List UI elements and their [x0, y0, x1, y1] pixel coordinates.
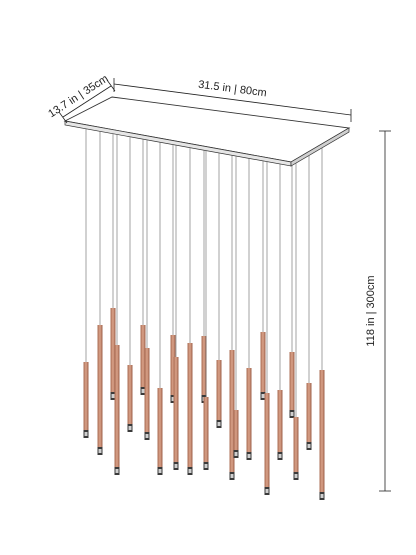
tube: [127, 365, 133, 424]
tube: [157, 388, 163, 467]
tube-tip-glow: [307, 444, 311, 448]
pendants: [83, 128, 325, 500]
tube: [97, 325, 103, 447]
tube-tip-glow: [111, 394, 115, 398]
tube-tip-glow: [290, 412, 294, 416]
tube-tip-glow: [278, 454, 282, 458]
tube-tip-glow: [234, 452, 238, 456]
tube-tip-glow: [115, 469, 119, 473]
tube: [306, 383, 312, 442]
tube: [187, 343, 193, 467]
tube: [264, 393, 270, 487]
tube: [260, 332, 266, 392]
tube-tip-glow: [145, 434, 149, 438]
tube: [170, 335, 176, 395]
tube-tip-glow: [141, 389, 145, 393]
tube: [277, 390, 283, 452]
tube: [144, 348, 150, 432]
tube-tip-glow: [128, 426, 132, 430]
tube: [246, 368, 252, 452]
depth-dimension-tick: [106, 79, 116, 92]
tube-tip-glow: [174, 464, 178, 468]
tube: [140, 325, 146, 387]
tube-tip-glow: [230, 474, 234, 478]
tube: [229, 350, 235, 472]
tube-tip-glow: [204, 464, 208, 468]
tube: [216, 360, 222, 420]
tube: [201, 336, 207, 395]
tube-tip-glow: [188, 469, 192, 473]
tube: [293, 417, 299, 472]
tube: [233, 410, 239, 450]
tube-tip-glow: [320, 494, 324, 498]
tube: [203, 397, 209, 462]
canopy-side: [290, 127, 350, 167]
tube: [110, 308, 116, 392]
tube-tip-glow: [217, 422, 221, 426]
tube: [83, 362, 89, 430]
tube-tip-glow: [84, 432, 88, 436]
tube-tip-glow: [98, 449, 102, 453]
tube: [319, 370, 325, 492]
tube-tip-glow: [261, 394, 265, 398]
height-label: 118 in | 300cm: [365, 275, 377, 346]
tube: [173, 357, 179, 462]
tube-tip-glow: [247, 454, 251, 458]
tube: [289, 352, 295, 410]
width-dimension-line: [113, 83, 352, 116]
tube-tip-glow: [265, 489, 269, 493]
tube-tip-glow: [294, 474, 298, 478]
tube-tip-glow: [171, 397, 175, 401]
depth-dimension-line: [62, 85, 112, 118]
tube: [114, 345, 120, 467]
depth-dimension-tick: [58, 111, 68, 124]
tube-tip-glow: [158, 469, 162, 473]
